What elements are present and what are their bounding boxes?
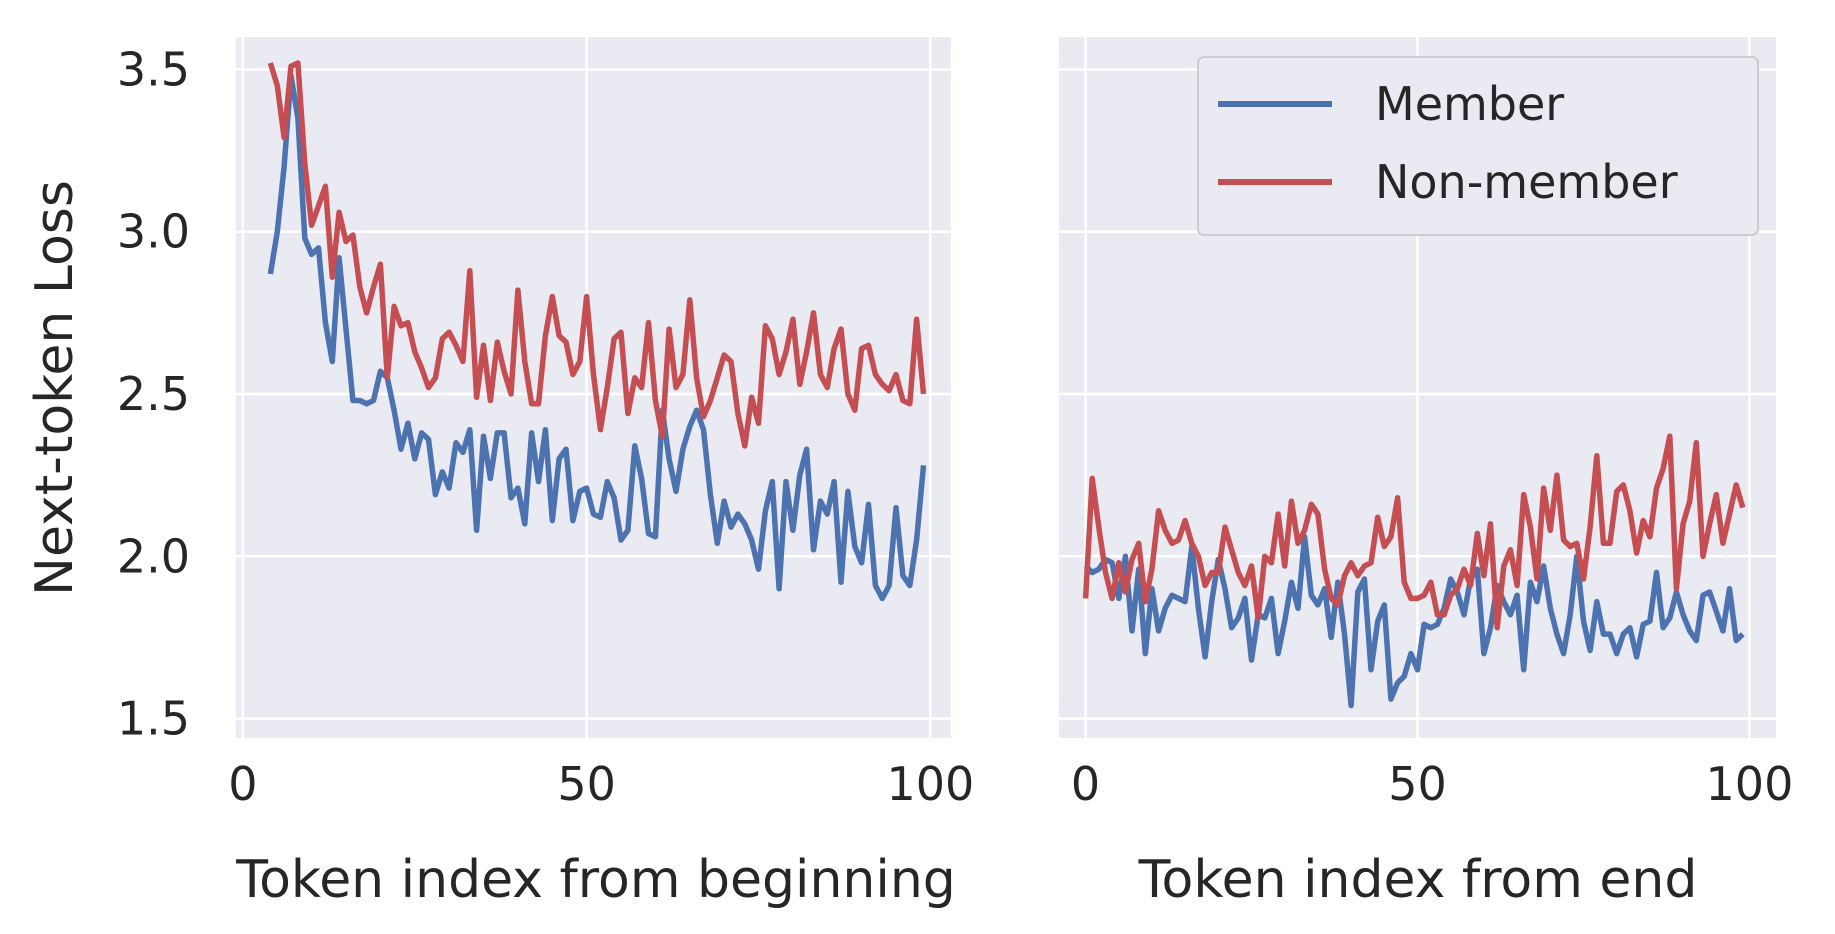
left-x-ticks: 0 50 100 [228,757,974,811]
left-y-axis-label: Next-token Loss [25,180,85,596]
right-x-tick-label: 100 [1706,757,1794,811]
legend-box [1197,56,1759,236]
legend-label-member: Member [1375,77,1564,131]
left-y-tick-label: 3.5 [117,42,190,96]
left-y-ticks: 1.5 2.0 2.5 3.0 3.5 [117,42,190,745]
right-chart: 0 50 100 Token index from end Member Non-m… [1059,37,1793,910]
right-series [1082,433,1746,709]
left-y-tick-label: 2.5 [117,367,190,421]
left-x-tick-label: 100 [886,757,974,811]
right-series-member-line [1083,534,1745,709]
left-x-tick-label: 0 [228,757,257,811]
right-x-tick-label: 50 [1388,757,1447,811]
left-x-axis-label: Token index from beginning [235,850,956,910]
left-series [267,60,927,602]
left-series-non-member-line [267,60,927,449]
right-x-ticks: 0 50 100 [1071,757,1793,811]
left-chart: 1.5 2.0 2.5 3.0 3.5 0 50 100 Token index from … [25,37,974,910]
left-x-tick-label: 50 [557,757,616,811]
left-y-tick-label: 2.0 [117,529,190,583]
left-y-tick-label: 1.5 [117,692,190,746]
left-grid [236,37,951,738]
legend: Member Non-member [1197,56,1759,236]
right-series-non-member-line [1082,433,1746,631]
left-series-member-line [267,73,927,602]
right-x-axis-label: Token index from end [1138,850,1698,910]
right-x-tick-label: 0 [1071,757,1100,811]
left-y-tick-label: 3.0 [117,205,190,259]
legend-label-non-member: Non-member [1375,155,1678,209]
